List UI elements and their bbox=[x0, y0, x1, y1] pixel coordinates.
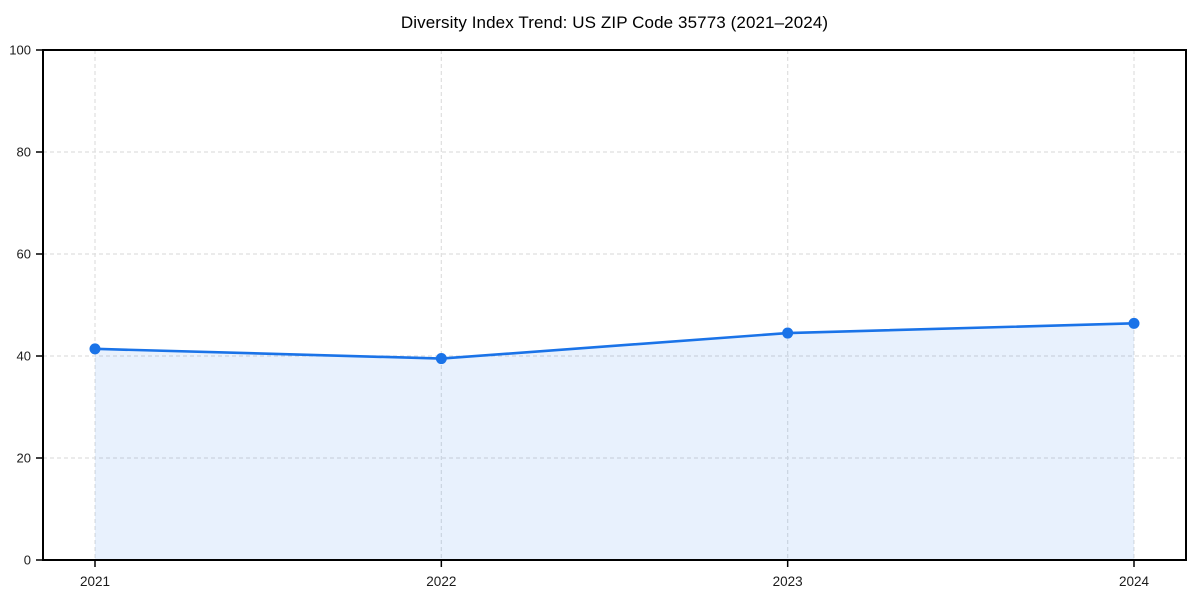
data-point bbox=[435, 353, 447, 365]
x-tick-label: 2024 bbox=[1119, 574, 1150, 589]
data-point bbox=[89, 343, 101, 355]
x-tick-label: 2023 bbox=[773, 574, 803, 589]
y-tick-label: 40 bbox=[17, 349, 31, 364]
area-fill bbox=[95, 323, 1134, 560]
y-tick-label: 20 bbox=[17, 451, 31, 466]
y-tick-label: 80 bbox=[17, 145, 31, 160]
data-point bbox=[1128, 317, 1140, 329]
x-tick-label: 2022 bbox=[426, 574, 456, 589]
trend-line bbox=[93, 322, 1136, 360]
y-tick-label: 0 bbox=[24, 553, 31, 568]
chart-title: Diversity Index Trend: US ZIP Code 35773… bbox=[400, 13, 829, 32]
plot-border bbox=[42, 49, 1187, 561]
y-tick-label: 60 bbox=[17, 247, 31, 262]
x-tick-label: 2021 bbox=[80, 574, 110, 589]
y-tick-label: 100 bbox=[9, 43, 31, 58]
data-point bbox=[782, 327, 794, 339]
